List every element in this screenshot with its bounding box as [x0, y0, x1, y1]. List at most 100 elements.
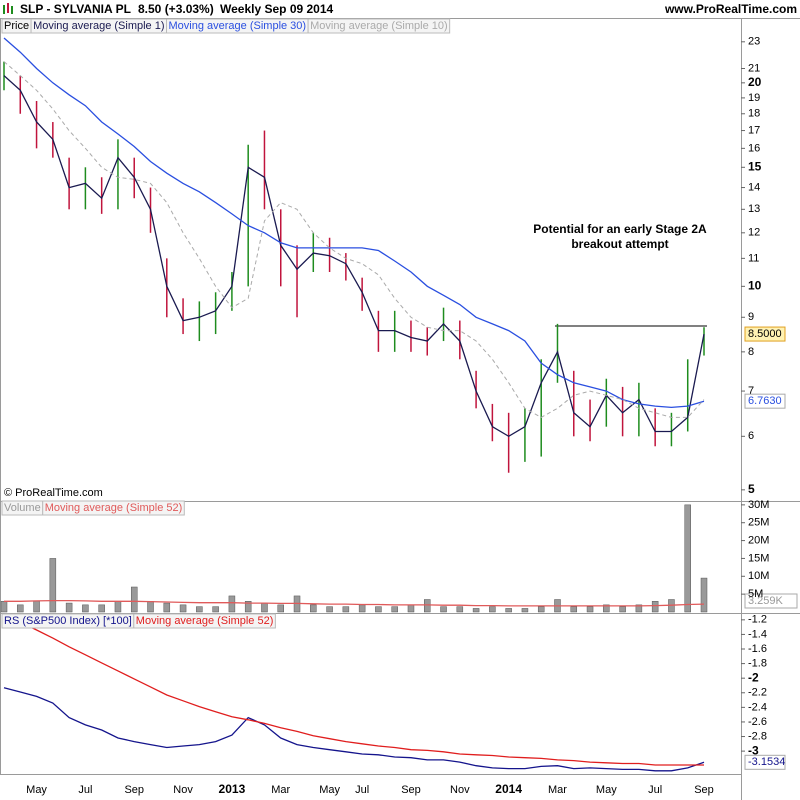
y-tick-label: 13	[748, 203, 760, 215]
legend-box	[133, 613, 276, 629]
volume-bar	[244, 601, 252, 613]
y-tick-label: 19	[748, 92, 760, 104]
volume-bar	[700, 577, 708, 613]
y-tick-label: 25M	[748, 517, 769, 529]
volume-bar	[0, 601, 8, 613]
volume-bar	[603, 604, 610, 613]
y-tick-label: -1.8	[748, 658, 767, 670]
volume-bar	[619, 606, 626, 613]
site: www.ProRealTime.com	[664, 2, 797, 16]
last-value-box	[744, 326, 786, 342]
volume-bar	[163, 602, 171, 613]
y-tick-label: 9	[748, 311, 754, 323]
volume-bar	[49, 558, 57, 613]
annotation: breakout attempt	[571, 237, 668, 251]
last-value-label: 8.5000	[748, 328, 782, 340]
y-tick-label: 7	[748, 385, 754, 397]
legend-entry: Moving average (Simple 30)	[169, 20, 307, 32]
volume-bar	[505, 608, 512, 613]
x-tick-label: 2014	[495, 782, 522, 796]
legend-entry: Price	[4, 20, 29, 32]
x-tick-label: Sep	[401, 784, 421, 796]
x-tick-label: Jul	[78, 784, 92, 796]
volume-bar	[261, 602, 268, 613]
y-tick-label: 18	[748, 108, 760, 120]
y-tick-label: 16	[748, 142, 760, 154]
y-tick-label: 15M	[748, 552, 769, 564]
y-tick-label: 5	[748, 482, 755, 496]
legend-box	[42, 500, 185, 516]
y-tick-label: 15	[748, 159, 762, 173]
volume-bar	[196, 606, 203, 613]
x-tick-label: May	[26, 784, 47, 796]
x-tick-label: Sep	[694, 784, 714, 796]
y-tick-label: 8	[748, 346, 754, 358]
y-tick-label: -1.6	[748, 643, 767, 655]
series-line	[3, 615, 704, 766]
x-tick-label: Mar	[548, 784, 567, 796]
series-line	[3, 687, 705, 772]
volume-bar	[440, 606, 447, 613]
volume-bar	[407, 604, 415, 613]
legend-entry: Moving average (Simple 52)	[45, 502, 183, 514]
volume-bar	[570, 606, 578, 613]
y-tick-label: -2.6	[748, 716, 767, 728]
period: Weekly Sep 09 2014	[220, 2, 334, 16]
y-tick-label: 5M	[748, 588, 763, 600]
y-tick-label: -3	[748, 743, 759, 757]
readout-box	[744, 593, 798, 609]
icon	[11, 6, 13, 14]
quote: 8.50 (+3.03%)	[138, 2, 214, 16]
x-tick-label: Sep	[124, 784, 144, 796]
x-tick-label: Jul	[355, 784, 369, 796]
volume-bar	[82, 604, 89, 613]
watermark: © ProRealTime.com	[4, 487, 103, 499]
volume-bar	[98, 604, 105, 613]
x-tick-label: Mar	[271, 784, 290, 796]
legend-entry: Moving average (Simple 1)	[33, 20, 164, 32]
legend-entry: Moving average (Simple 52)	[136, 615, 274, 627]
y-tick-label: 23	[748, 36, 760, 48]
volume-bar	[33, 601, 40, 613]
y-tick-label: 10	[748, 279, 762, 293]
y-tick-label: 21	[748, 62, 760, 74]
series-line	[3, 75, 705, 438]
y-tick-label: 20	[748, 75, 762, 89]
volume-bar	[391, 606, 398, 613]
volume-bar	[424, 599, 431, 613]
y-tick-label: 17	[748, 124, 760, 136]
volume-bar	[586, 606, 594, 613]
volume-bar	[537, 606, 545, 613]
icon	[7, 3, 9, 13]
volume-bar	[342, 606, 350, 613]
legend-entry: Moving average (Simple 10)	[310, 20, 448, 32]
y-tick-label: 6	[748, 430, 754, 442]
volume-bar	[130, 586, 138, 613]
legend-box	[307, 18, 451, 34]
last-value-box	[744, 393, 786, 409]
y-tick-label: -1.4	[748, 628, 767, 640]
y-tick-label: -2	[748, 670, 759, 684]
volume-bar	[326, 606, 333, 613]
volume-bar	[684, 504, 691, 613]
y-tick-label: 11	[748, 252, 759, 264]
y-tick-label: -1.2	[748, 614, 767, 626]
volume-bar	[277, 604, 284, 613]
volume-bar	[65, 602, 73, 613]
volume-bar	[521, 608, 529, 613]
annotation: Potential for an early Stage 2A	[533, 222, 707, 236]
header: SLP - SYLVANIA PL 8.50 (+3.03%) Weekly S…	[3, 2, 797, 16]
last-value-box	[744, 754, 786, 770]
volume-bar	[114, 601, 122, 613]
symbol: SLP - SYLVANIA PL	[20, 2, 131, 16]
icon	[3, 5, 5, 14]
x-tick-label: Nov	[450, 784, 470, 796]
volume-bar	[472, 608, 480, 613]
y-tick-label: -2.2	[748, 687, 767, 699]
volume-bar	[147, 601, 154, 613]
y-tick-label: -2.8	[748, 730, 767, 742]
volume-readout: 3.259K	[748, 595, 784, 607]
legend-entry: RS (S&P500 Index) [*100]	[4, 615, 132, 627]
y-tick-label: 14	[748, 181, 760, 193]
